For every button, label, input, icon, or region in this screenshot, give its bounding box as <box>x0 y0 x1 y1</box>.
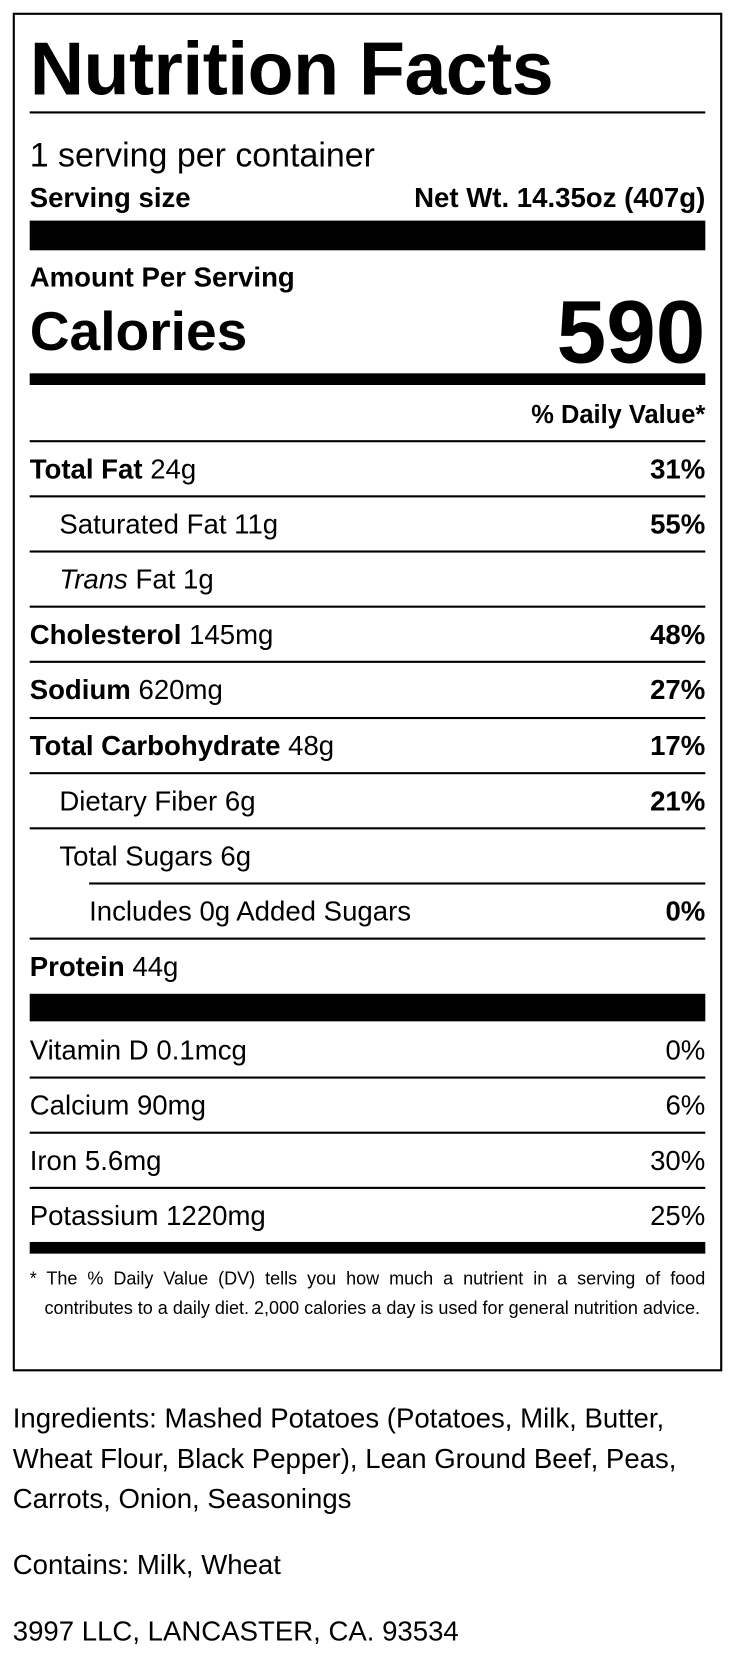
vitamin-label: Vitamin D 0.1mcg <box>29 1033 247 1066</box>
vitamin-dv: 30% <box>650 1143 706 1176</box>
amount-per-serving: Amount Per Serving <box>29 260 706 293</box>
nutrient-name: Includes 0g Added Sugars <box>89 894 412 927</box>
divider <box>29 772 706 775</box>
nutrient-name: Cholesterol <box>29 617 182 650</box>
vitamin-dv: 6% <box>665 1088 706 1121</box>
nutrient-dv: 31% <box>650 452 706 485</box>
vitamin-label: Calcium 90mg <box>29 1088 206 1121</box>
nutrient-amount: 44g <box>132 949 179 982</box>
serving-size-label: Serving size <box>29 180 191 213</box>
divider <box>29 716 706 720</box>
nutrient-row-total-fat: Total Fat 24g 31% <box>30 442 706 495</box>
ingredients: Ingredients: Mashed Potatoes (Potatoes, … <box>12 1402 677 1515</box>
calories-row: Calories 590 <box>29 282 706 382</box>
divider <box>29 937 706 940</box>
divider <box>29 1186 706 1189</box>
vitamin-label: Iron 5.6mg <box>29 1143 162 1176</box>
medium-bar <box>29 1241 706 1254</box>
divider <box>89 882 706 885</box>
servings-per-container: 1 serving per container <box>30 134 706 176</box>
nutrition-facts-panel: Nutrition Facts 1 serving per container … <box>12 12 723 1372</box>
nutrient-name: Saturated Fat <box>59 507 227 540</box>
nutrient-row-cholesterol: Cholesterol 145mg 48% <box>30 608 706 661</box>
vitamin-label: Potassium 1220mg <box>29 1199 266 1231</box>
serving-size-value: Net Wt. 14.35oz (407g) <box>414 180 706 213</box>
nutrient-row-total-carbohydrate: Total Carbohydrate 48g 17% <box>30 719 706 772</box>
nutrient-name-italic: Trans <box>59 562 128 595</box>
divider <box>29 827 706 830</box>
nutrient-name: Sodium <box>29 672 131 705</box>
divider <box>29 440 706 443</box>
divider <box>29 550 706 553</box>
divider <box>29 111 706 114</box>
divider <box>29 660 706 663</box>
nutrient-name: Dietary Fiber <box>59 784 218 817</box>
vitamin-row: Calcium 90mg 6% <box>30 1079 706 1132</box>
nutrient-row-total-sugars: Total Sugars 6g <box>30 829 706 882</box>
nutrient-amount: 6g <box>224 784 256 817</box>
manufacturer: 3997 LLC, LANCASTER, CA. 93534 <box>12 1615 459 1648</box>
nutrient-row-sodium: Sodium 620mg 27% <box>30 663 706 716</box>
nutrient-row-added-sugars: Includes 0g Added Sugars 0% <box>30 885 706 938</box>
nutrient-row-trans-fat: Trans Fat 1g <box>30 553 706 606</box>
vitamin-row: Potassium 1220mg 25% <box>30 1189 706 1242</box>
servings-text: 1 serving per container <box>29 135 375 174</box>
calories-value: 590 <box>556 282 706 382</box>
vitamin-row: Iron 5.6mg 30% <box>30 1134 706 1187</box>
divider <box>29 605 706 608</box>
nutrient-row-dietary-fiber: Dietary Fiber 6g 21% <box>30 774 706 827</box>
nutrient-row-saturated-fat: Saturated Fat 11g 55% <box>30 497 706 550</box>
nutrient-amount: 6g <box>220 839 252 872</box>
nutrient-dv: 27% <box>650 672 706 705</box>
calories-label: Calories <box>29 301 248 363</box>
nutrient-amount: 48g <box>288 729 335 761</box>
daily-value-header-text: % Daily Value* <box>531 400 706 430</box>
nutrient-dv: 0% <box>665 894 706 927</box>
nutrient-dv: 17% <box>650 729 706 761</box>
divider <box>29 495 706 498</box>
divider <box>29 1131 706 1134</box>
nutrient-name: Total Sugars <box>59 839 213 872</box>
nutrient-amount: 24g <box>150 452 197 485</box>
vitamin-dv: 0% <box>665 1033 706 1066</box>
nutrient-name: Fat <box>135 562 176 595</box>
serving-size-row: Serving size Net Wt. 14.35oz (407g) <box>30 178 706 216</box>
nutrient-name: Total Carbohydrate <box>29 729 281 761</box>
panel-title: Nutrition Facts <box>29 27 554 112</box>
vitamin-dv: 25% <box>650 1199 706 1231</box>
footnote: * The % Daily Value (DV) tells you how m… <box>29 1268 706 1319</box>
vitamin-row: Vitamin D 0.1mcg 0% <box>30 1023 706 1076</box>
thick-bar <box>29 993 706 1022</box>
medium-bar <box>29 373 706 385</box>
nutrient-name: Protein <box>29 949 125 982</box>
nutrient-amount: 145mg <box>189 617 274 650</box>
nutrient-amount: 11g <box>234 507 279 540</box>
thick-bar <box>29 220 706 251</box>
amount-per-serving-text: Amount Per Serving <box>29 260 295 293</box>
divider <box>29 1076 706 1079</box>
allergens: Contains: Milk, Wheat <box>12 1548 281 1581</box>
nutrient-name: Total Fat <box>29 452 143 485</box>
nutrient-dv: 48% <box>650 617 706 650</box>
nutrient-dv: 21% <box>650 784 706 817</box>
nutrient-amount: 1g <box>183 562 214 595</box>
nutrient-dv: 55% <box>650 507 706 540</box>
daily-value-header: % Daily Value* <box>30 397 706 435</box>
nutrient-amount: 620mg <box>138 672 223 705</box>
nutrient-row-protein: Protein 44g <box>30 940 706 993</box>
